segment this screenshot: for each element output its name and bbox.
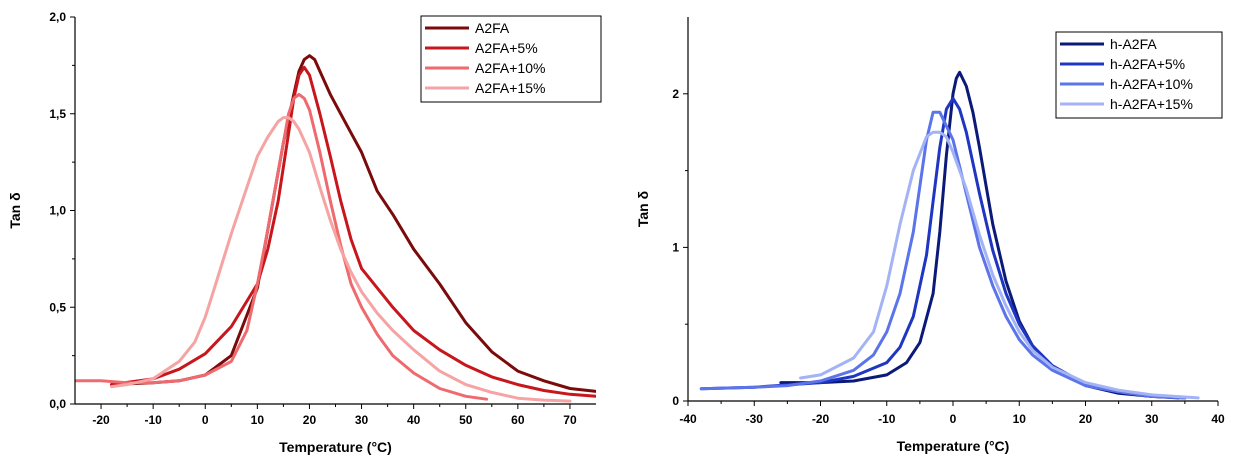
x-tick-label: 30 [1145,412,1159,426]
x-tick-label: 50 [459,413,473,427]
series-lines [75,54,596,403]
x-tick-label: 40 [407,413,421,427]
y-tick-label: 0 [672,394,679,408]
legend-label: h-A2FA+10% [1110,76,1193,92]
legend-label: A2FA+5% [475,40,538,56]
y-axis-title: Tan δ [7,192,23,228]
x-tick-label: 30 [355,413,369,427]
chart-2: -40 -30 -20 -10 0 10 20 30 40 0 1 2 Temperature (°C)… [635,17,1225,454]
x-tick-label: -40 [679,412,697,426]
legend-label: A2FA+15% [475,80,545,96]
series-lines [699,70,1200,400]
x-tick-label: 60 [511,413,525,427]
y-tick-label: 2 [672,87,679,101]
series-line-3 [699,110,1187,400]
legend-label: h-A2FA+5% [1110,56,1185,72]
legend: A2FA A2FA+5% A2FA+10% A2FA+15% [420,15,602,103]
x-tick-label: 10 [1013,412,1027,426]
y-tick-label: 2,0 [49,10,66,24]
y-tick-label: 1,0 [49,204,66,218]
x-axis-title: Temperature (°C) [897,438,1010,454]
x-tick-label: 0 [950,412,957,426]
x-tick-label: -10 [878,412,896,426]
series-line-4 [799,130,1200,400]
x-tick-label: -10 [144,413,162,427]
chart-1: -20 -10 0 10 20 30 40 50 60 70 0,0 0,5 1,0 1,5 2,0 Temp… [7,10,602,455]
legend-label: h-A2FA+15% [1110,96,1193,112]
x-tick-label: 10 [251,413,265,427]
legend-label: h-A2FA [1110,36,1157,52]
legend-label: A2FA [475,20,510,36]
x-tick-label: -30 [746,412,764,426]
x-tick-label: 40 [1211,412,1225,426]
y-tick-label: 0,5 [49,300,66,314]
y-axis-title: Tan δ [635,191,651,227]
x-tick-label: 0 [202,413,209,427]
y-tick-label: 1,5 [49,107,66,121]
x-tick-label: 20 [303,413,317,427]
legend: h-A2FA h-A2FA+5% h-A2FA+10% h-A2FA+15% [1055,31,1223,119]
y-tick-label: 0,0 [49,397,66,411]
x-tick-label: -20 [812,412,830,426]
x-tick-label: 70 [563,413,577,427]
series-line-2 [110,65,596,398]
series-line-2 [699,96,1187,400]
legend-label: A2FA+10% [475,60,545,76]
y-tick-label: 1 [672,240,679,254]
x-tick-label: 20 [1079,412,1093,426]
series-line-1 [110,54,596,393]
series-line-4 [110,116,572,403]
series-line-3 [75,92,489,401]
x-axis-title: Temperature (°C) [279,439,392,455]
x-tick-label: -20 [92,413,110,427]
